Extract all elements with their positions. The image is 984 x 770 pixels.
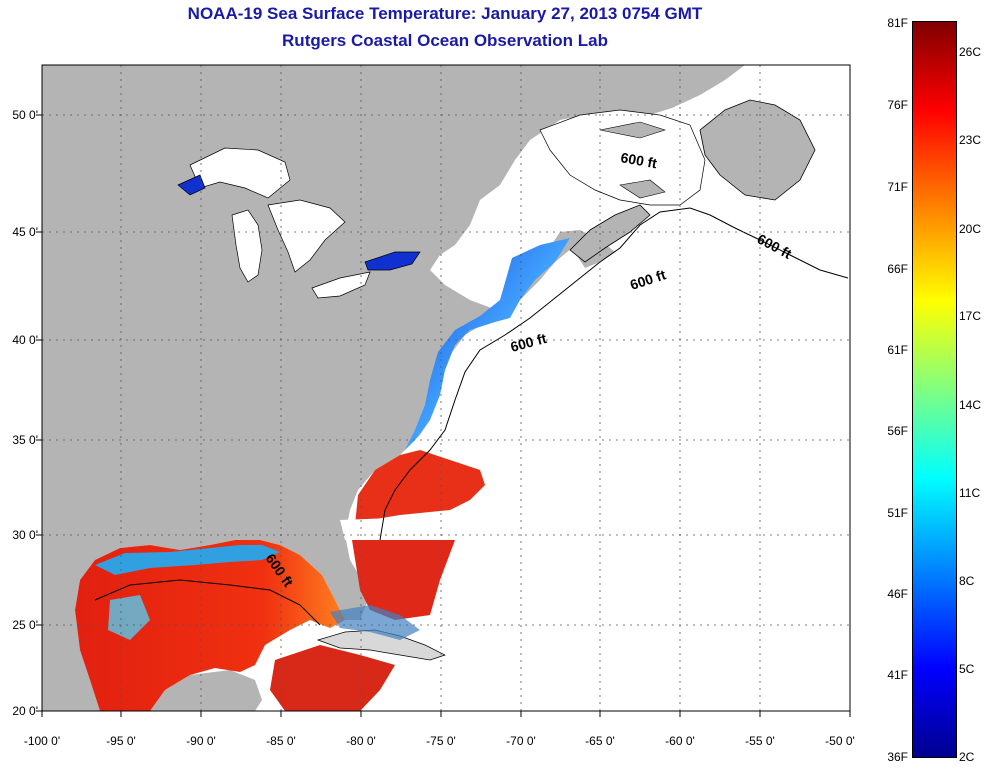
lon-tick-label: -55 0' (745, 734, 775, 748)
lat-tick-label: 50 0' (12, 108, 38, 122)
florida-east-sst (352, 540, 455, 620)
north-america-land (42, 65, 745, 711)
colorbar-f-label: 51F (887, 506, 908, 520)
colorbar-f-label: 66F (887, 262, 908, 276)
lon-tick-label: -75 0' (426, 734, 456, 748)
lon-tick-label: -85 0' (266, 734, 296, 748)
lat-tick-label: 45 0' (12, 225, 38, 239)
colorbar-f-label: 36F (887, 750, 908, 764)
yucatan-land (150, 670, 262, 711)
great-lakes (177, 147, 421, 299)
colorbar-c-label: 26C (959, 45, 982, 59)
temperature-colorbar (912, 21, 957, 758)
depth-contour-600ft-gulf (94, 579, 321, 626)
colorbar-c-label: 20C (959, 222, 982, 236)
colorbar-c-label: 2C (959, 750, 975, 764)
lon-tick-label: -65 0' (585, 734, 615, 748)
st-lawrence-gulf (539, 109, 706, 206)
colorbar-f-label: 71F (887, 180, 908, 194)
colorbar-c-label: 23C (959, 133, 982, 147)
colorbar-f-label: 46F (887, 587, 908, 601)
atlantic-coastal-sst (405, 238, 570, 450)
south-atlantic-cloud-band (340, 515, 470, 540)
colorbar-f-label: 41F (887, 668, 908, 682)
gulf-shelf-cold-sst (95, 545, 280, 575)
lat-tick-label: 40 0' (12, 333, 38, 347)
lat-tick-label: 25 0' (12, 618, 38, 632)
lon-tick-label: -70 0' (506, 734, 536, 748)
graticule (42, 65, 850, 711)
contour-label: 600 ft (619, 149, 658, 171)
bahamas-sst (330, 605, 420, 640)
lon-tick-label: -90 0' (186, 734, 216, 748)
lon-tick-label: -50 0' (825, 734, 855, 748)
depth-contour-600ft (379, 207, 849, 541)
colorbar-f-label: 81F (887, 16, 908, 30)
lon-tick-label: -95 0' (106, 734, 136, 748)
colorbar-c-label: 5C (959, 662, 975, 676)
map-subtitle: Rutgers Coastal Ocean Observation Lab (282, 31, 608, 50)
map-title: NOAA-19 Sea Surface Temperature: January… (187, 4, 703, 23)
st-lawrence-islands (599, 121, 666, 199)
south-atlantic-sst (355, 450, 485, 525)
lon-tick-label: -80 0' (346, 734, 376, 748)
colorbar-c-label: 8C (959, 574, 975, 588)
colorbar-c-label: 17C (959, 309, 982, 323)
colorbar-f-label: 61F (887, 343, 908, 357)
lat-tick-label: 30 0' (12, 528, 38, 542)
caribbean-sst (270, 645, 395, 711)
lat-tick-label: 35 0' (12, 433, 38, 447)
gulf-patch-cyan (108, 595, 150, 640)
newfoundland-land (699, 99, 816, 201)
colorbar-c-label: 14C (959, 398, 982, 412)
colorbar-f-label: 76F (887, 98, 908, 112)
nova-scotia-land (569, 204, 651, 263)
axis-ticks (36, 114, 851, 717)
lon-tick-label: -100 0' (23, 734, 61, 748)
gulf-of-mexico-sst (75, 540, 345, 711)
colorbar-c-label: 11C (959, 486, 981, 500)
map-frame (41, 64, 851, 712)
lat-tick-label: 20 0' (12, 704, 38, 718)
lon-tick-label: -60 0' (665, 734, 695, 748)
colorbar-f-label: 56F (887, 424, 908, 438)
